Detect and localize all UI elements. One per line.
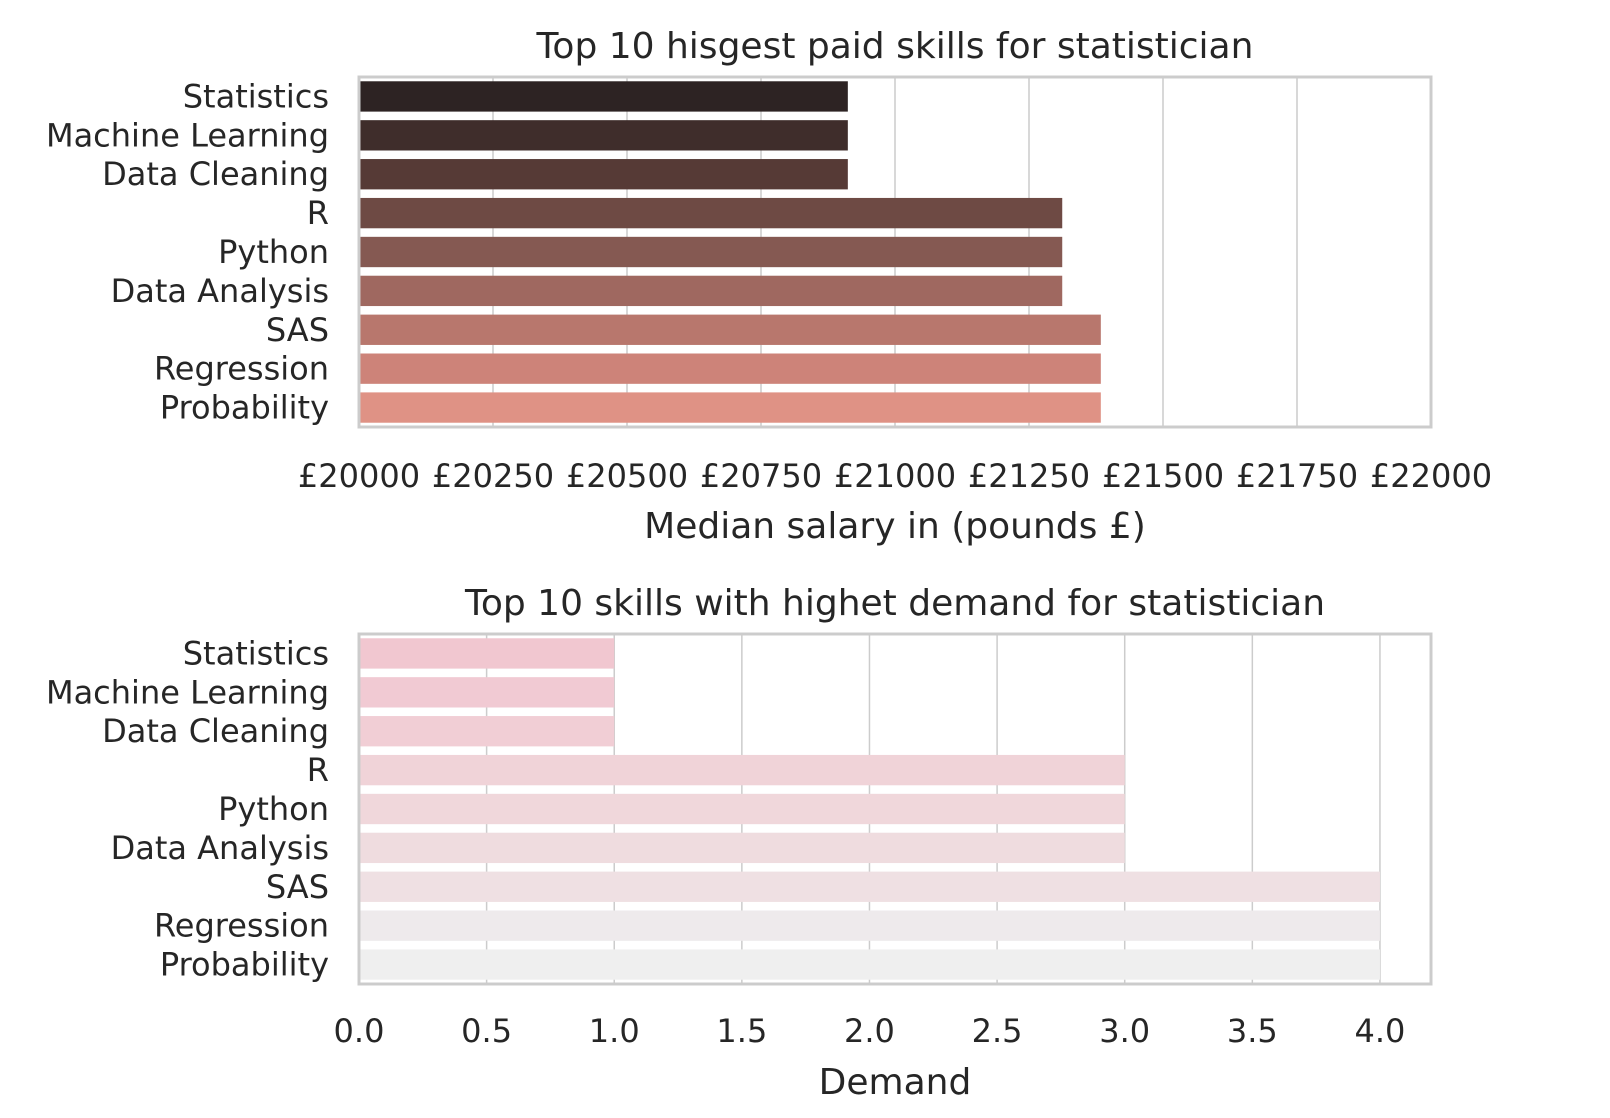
demand-bar [359, 754, 1125, 786]
salary-category-label: Data Analysis [111, 272, 329, 310]
salary-x-tick-label: £21750 [1236, 457, 1358, 495]
salary-category-label: R [307, 194, 329, 232]
salary-bar [359, 120, 848, 151]
salary-category-label: Probability [160, 389, 329, 427]
salary-bar [359, 159, 848, 190]
demand-x-tick-label: 0.5 [461, 1012, 512, 1050]
salary-chart-title: Top 10 hisgest paid skills for statistic… [536, 26, 1254, 67]
salary-x-tick-label: £20500 [566, 457, 688, 495]
demand-category-label: Regression [154, 907, 329, 945]
demand-category-label: Data Cleaning [102, 712, 329, 750]
demand-bar [359, 793, 1125, 825]
demand-x-tick-label: 2.5 [972, 1012, 1023, 1050]
salary-x-tick-label: £21500 [1102, 457, 1224, 495]
demand-bar [359, 638, 615, 669]
salary-bar [359, 392, 1101, 423]
demand-category-label: Probability [160, 946, 329, 984]
demand-x-axis-label: Demand [819, 1062, 972, 1103]
salary-category-label: SAS [266, 311, 329, 349]
salary-bar [359, 275, 1063, 307]
demand-x-tick-label: 3.0 [1099, 1012, 1150, 1050]
demand-bar [359, 716, 615, 747]
salary-x-tick-label: £20250 [432, 457, 554, 495]
demand-bar [359, 949, 1380, 980]
salary-category-label: Machine Learning [46, 116, 329, 154]
demand-x-tick-label: 0.0 [334, 1012, 385, 1050]
demand-category-label: SAS [266, 868, 329, 906]
salary-category-label: Regression [154, 350, 329, 388]
demand-plot-frame [357, 632, 1433, 986]
salary-x-tick-label: £20000 [298, 457, 420, 495]
salary-x-tick-label: £22000 [1370, 457, 1492, 495]
demand-x-tick-label: 2.0 [844, 1012, 895, 1050]
salary-plot-frame [357, 75, 1433, 429]
demand-category-label: Statistics [183, 634, 329, 672]
demand-bar [359, 832, 1125, 864]
salary-bar [359, 236, 1063, 268]
demand-category-label: Data Analysis [111, 829, 329, 867]
salary-x-tick-label: £21250 [968, 457, 1090, 495]
demand-bar [359, 677, 615, 708]
demand-bar [359, 871, 1380, 902]
demand-x-tick-label: 3.5 [1227, 1012, 1278, 1050]
demand-bar [359, 910, 1380, 941]
demand-category-label: R [307, 751, 329, 789]
salary-x-tick-label: £20750 [700, 457, 822, 495]
demand-chart-title: Top 10 skills with highet demand for sta… [464, 583, 1325, 624]
demand-category-label: Machine Learning [46, 673, 329, 711]
salary-bar [359, 353, 1101, 384]
salary-x-axis-label: Median salary in (pounds £) [644, 506, 1146, 547]
salary-category-label: Statistics [183, 77, 329, 115]
demand-x-tick-label: 4.0 [1355, 1012, 1406, 1050]
salary-bar [359, 81, 848, 112]
salary-category-label: Data Cleaning [102, 155, 329, 193]
demand-x-tick-label: 1.5 [716, 1012, 767, 1050]
salary-bar [359, 314, 1101, 345]
demand-x-tick-label: 1.0 [589, 1012, 640, 1050]
salary-category-label: Python [218, 233, 329, 271]
salary-x-tick-label: £21000 [834, 457, 956, 495]
demand-category-label: Python [218, 790, 329, 828]
salary-bar [359, 197, 1063, 229]
